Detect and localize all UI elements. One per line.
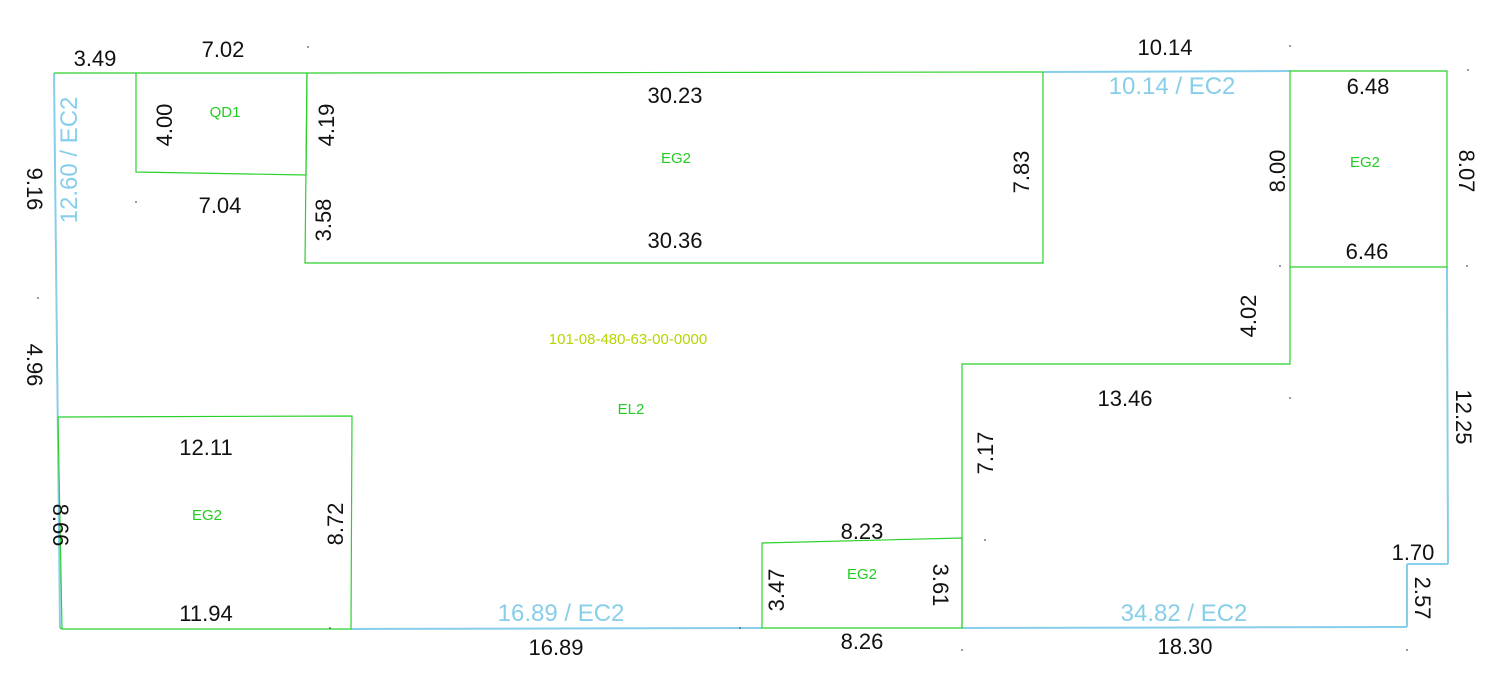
right-eg2-left-dim: 8.00	[1265, 150, 1290, 193]
boundary-bottom-right-code: 34.82 / EC2	[1121, 600, 1248, 627]
big-eg2-label: EG2	[661, 150, 691, 167]
left-eg2-top-dim: 12.11	[179, 435, 232, 460]
boundary-top-right-dim: 10.14	[1137, 35, 1192, 60]
qd1-label: QD1	[210, 104, 241, 121]
boundary-bottom-left-dim: 16.89	[528, 635, 583, 660]
parcel-zone-label: EL2	[618, 401, 645, 418]
qd1-bottom-dim: 7.04	[199, 193, 242, 218]
left-eg2-bottom-dim: 11.94	[179, 601, 232, 626]
boundary-bottom-left-edge	[350, 627, 763, 630]
corner-markers	[37, 45, 1469, 651]
big-eg2-top-dim: 30.23	[647, 83, 702, 108]
left-eg2-label: EG2	[192, 507, 222, 524]
left-eg2-right-dim: 8.72	[323, 503, 348, 546]
qd1-top-dim: 7.02	[202, 37, 245, 62]
step-lower-vertical-dim: 7.17	[973, 432, 998, 475]
boundary-left-code: 12.60 / EC2	[56, 97, 83, 224]
boundary-top-right-code: 10.14 / EC2	[1109, 73, 1236, 100]
notch-horizontal-dim: 1.70	[1392, 540, 1435, 565]
bottom-eg2-left-dim: 3.47	[764, 569, 789, 612]
right-eg2-label: EG2	[1350, 154, 1380, 171]
big-eg2-outline	[304, 71, 1044, 264]
right-eg2-bottom-dim: 6.46	[1346, 239, 1389, 264]
parcel-boundary	[53, 70, 1449, 630]
right-eg2-right-dim: 8.07	[1454, 150, 1479, 193]
left-eg2-outline	[57, 415, 353, 630]
boundary-left-middle-dim: 4.96	[22, 344, 47, 387]
bottom-eg2-outline	[761, 537, 963, 629]
boundary-bottom-left-code: 16.89 / EC2	[498, 600, 625, 627]
bottom-eg2-label: EG2	[847, 566, 877, 583]
boundary-right-edge	[1446, 266, 1449, 565]
boundary-top-right-edge	[1042, 70, 1291, 73]
boundary-top-left-dim: 3.49	[74, 46, 117, 71]
parcel-id-label: 101-08-480-63-00-0000	[549, 331, 707, 348]
big-eg2-bottom-dim: 30.36	[647, 228, 702, 253]
step-vertical-dim: 4.02	[1236, 295, 1261, 338]
boundary-left-upper-dim: 9.16	[22, 168, 47, 211]
bottom-eg2-right-dim: 3.61	[928, 564, 953, 607]
boundary-left-edge	[53, 72, 61, 629]
step-outline	[961, 267, 1291, 628]
qd1-left-dim: 4.00	[152, 104, 177, 147]
big-eg2-right-dim: 7.83	[1009, 151, 1034, 194]
big-eg2-left-dim: 3.58	[311, 199, 336, 242]
right-eg2-outline	[1289, 70, 1448, 268]
left-eg2-left-dim: 8.66	[48, 504, 73, 547]
boundary-bottom-right-dim: 18.30	[1157, 634, 1212, 659]
boundary-bottom-right-edge	[961, 626, 1408, 629]
step-horizontal-dim: 13.46	[1097, 386, 1152, 411]
boundary-right-dim: 12.25	[1451, 389, 1476, 444]
bottom-eg2-top-dim: 8.23	[841, 519, 884, 544]
right-eg2-top-dim: 6.48	[1347, 74, 1390, 99]
notch-vertical-dim: 2.57	[1410, 577, 1435, 620]
qd1-right-dim: 4.19	[314, 104, 339, 147]
bottom-eg2-bottom-dim: 8.26	[841, 629, 884, 654]
